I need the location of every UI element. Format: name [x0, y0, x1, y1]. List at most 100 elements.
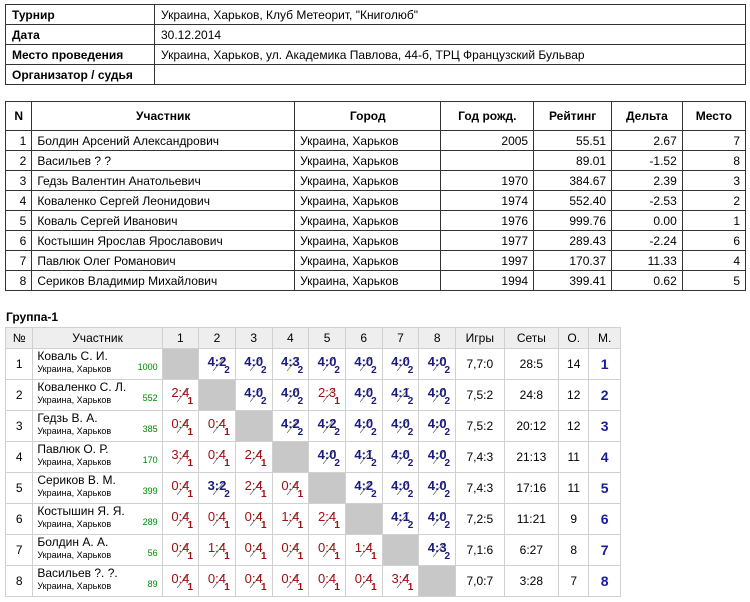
player-cell: 2005: [440, 130, 535, 151]
column-header: О.: [558, 327, 590, 349]
score-sub: 1: [334, 551, 340, 562]
group-row: 6 Костышин Я. Я. 289 Украина, Харьков 0:4 1 0:…: [4, 503, 621, 535]
score: 4:1: [391, 508, 410, 524]
score-sub: 1: [297, 489, 304, 500]
diagonal-cell: [418, 565, 457, 597]
sets: 11:21: [503, 503, 560, 535]
diagonal-cell: [271, 441, 310, 473]
games: 7,4:3: [455, 441, 505, 473]
score-cell: 3:4 1: [161, 441, 200, 473]
info-label: Организатор / судья: [5, 64, 155, 85]
score: 2:4: [244, 446, 263, 462]
games: 7,5:2: [455, 379, 505, 411]
score-cell: 4:0 2: [418, 410, 457, 442]
score-sub: 1: [224, 427, 230, 438]
sets: 24:8: [503, 379, 560, 411]
score-sub: 2: [224, 365, 230, 376]
score: 4:0: [244, 353, 264, 369]
score-sub: 1: [187, 551, 194, 562]
score: 2:3: [318, 384, 337, 400]
score: 4:0: [427, 353, 447, 369]
row-number: 2: [4, 379, 34, 411]
points: 9: [558, 503, 590, 535]
score: 4:2: [317, 415, 337, 431]
score-sub: 2: [334, 427, 340, 438]
player-cell: 1997: [440, 250, 535, 271]
games: 7,7:0: [455, 348, 505, 380]
score: 4:3: [280, 353, 300, 369]
participant: Васильев ?. ?. 89 Украина, Харьков: [32, 565, 163, 597]
score-sub: 1: [260, 551, 267, 562]
games: 7,2:5: [455, 503, 505, 535]
score-cell: 1:4 1: [198, 534, 236, 566]
score-cell: 4:0 2: [234, 379, 273, 411]
score-cell: 4:2 2: [344, 472, 383, 504]
score: 0:4: [281, 477, 300, 493]
player-cell: Коваль Сергей Иванович: [31, 210, 296, 231]
participant-city: Украина, Харьков: [37, 457, 112, 467]
score: 1:4: [281, 508, 300, 524]
row-number: 8: [4, 565, 34, 597]
participant-city: Украина, Харьков: [37, 488, 112, 498]
score-cell: 0:4 1: [271, 534, 310, 566]
score: 4:0: [354, 384, 374, 400]
diagonal-cell: [234, 410, 273, 442]
score-sub: 2: [407, 489, 414, 500]
column-header: 5: [308, 327, 346, 349]
info-row: Место проведения Украина, Харьков, ул. Ак…: [5, 44, 746, 65]
score-sub: 1: [187, 520, 194, 531]
score: 0:4: [171, 570, 190, 586]
info-label: Место проведения: [5, 44, 155, 65]
column-header: N: [4, 101, 33, 131]
score: 0:4: [281, 570, 300, 586]
score: 0:4: [244, 508, 263, 524]
info-label: Дата: [5, 24, 155, 45]
score-sub: 2: [371, 458, 377, 469]
participant: Костышин Я. Я. 289 Украина, Харьков: [32, 503, 163, 535]
header-row: N Участник Город Год рожд. Рейтинг Дельта Мест…: [4, 101, 747, 131]
column-header: Участник: [32, 327, 163, 349]
participant-info: 56 Украина, Харьков: [37, 548, 157, 561]
column-header: 1: [161, 327, 200, 349]
participant-info: 289 Украина, Харьков: [37, 517, 157, 530]
group-row: 8 Васильев ?. ?. 89 Украина, Харьков 0:4 1 0:4…: [4, 565, 621, 597]
score-sub: 2: [297, 396, 304, 407]
info-row: Турнир Украина, Харьков, Клуб Метеорит, "…: [5, 4, 746, 25]
score-cell: 0:4 1: [161, 410, 200, 442]
column-header: 6: [344, 327, 383, 349]
header-row: № Участник 1 2 3 4 5 6 7 8 Игры Сеты О. М.: [4, 327, 621, 349]
participant-rating: 56: [147, 548, 158, 558]
column-header: 4: [271, 327, 310, 349]
participant-rating: 170: [142, 455, 158, 465]
score-sub: 1: [371, 582, 377, 593]
diagonal-cell: [308, 472, 346, 504]
score-sub: 1: [407, 582, 414, 593]
participant-rating: 289: [142, 517, 158, 527]
score: 4:0: [244, 384, 264, 400]
score-sub: 1: [260, 458, 267, 469]
score-cell: 1:4 1: [271, 503, 310, 535]
score-cell: 0:4 1: [161, 503, 200, 535]
score-cell: 0:4 1: [161, 565, 200, 597]
column-header: Место: [681, 101, 747, 131]
player-cell: 1: [4, 130, 33, 151]
place: 8: [588, 565, 621, 597]
score-cell: 4:2 2: [198, 348, 236, 380]
player-cell: Павлюк Олег Романович: [31, 250, 296, 271]
score-sub: 2: [371, 489, 377, 500]
player-row: 4 Коваленко Сергей Леонидович Украина, Хар…: [4, 190, 747, 211]
player-cell: 289.43: [533, 230, 613, 251]
participant-rating: 399: [142, 486, 158, 496]
score: 3:4: [171, 446, 190, 462]
participant-name: Гедзь В. А.: [37, 411, 98, 425]
score-sub: 2: [260, 365, 267, 376]
group-row: 3 Гедзь В. А. 385 Украина, Харьков 0:4 1 0:4 1 4…: [4, 410, 621, 442]
group-row: 4 Павлюк О. Р. 170 Украина, Харьков 3:4 1 0:4 1…: [4, 441, 621, 473]
score-cell: 4:2 2: [271, 410, 310, 442]
player-cell: Украина, Харьков: [294, 190, 442, 211]
player-row: 3 Гедзь Валентин Анатольевич Украина, Харь…: [4, 170, 747, 191]
participant-info: 399 Украина, Харьков: [37, 486, 157, 499]
player-cell: 11.33: [611, 250, 683, 271]
score-sub: 2: [444, 396, 451, 407]
